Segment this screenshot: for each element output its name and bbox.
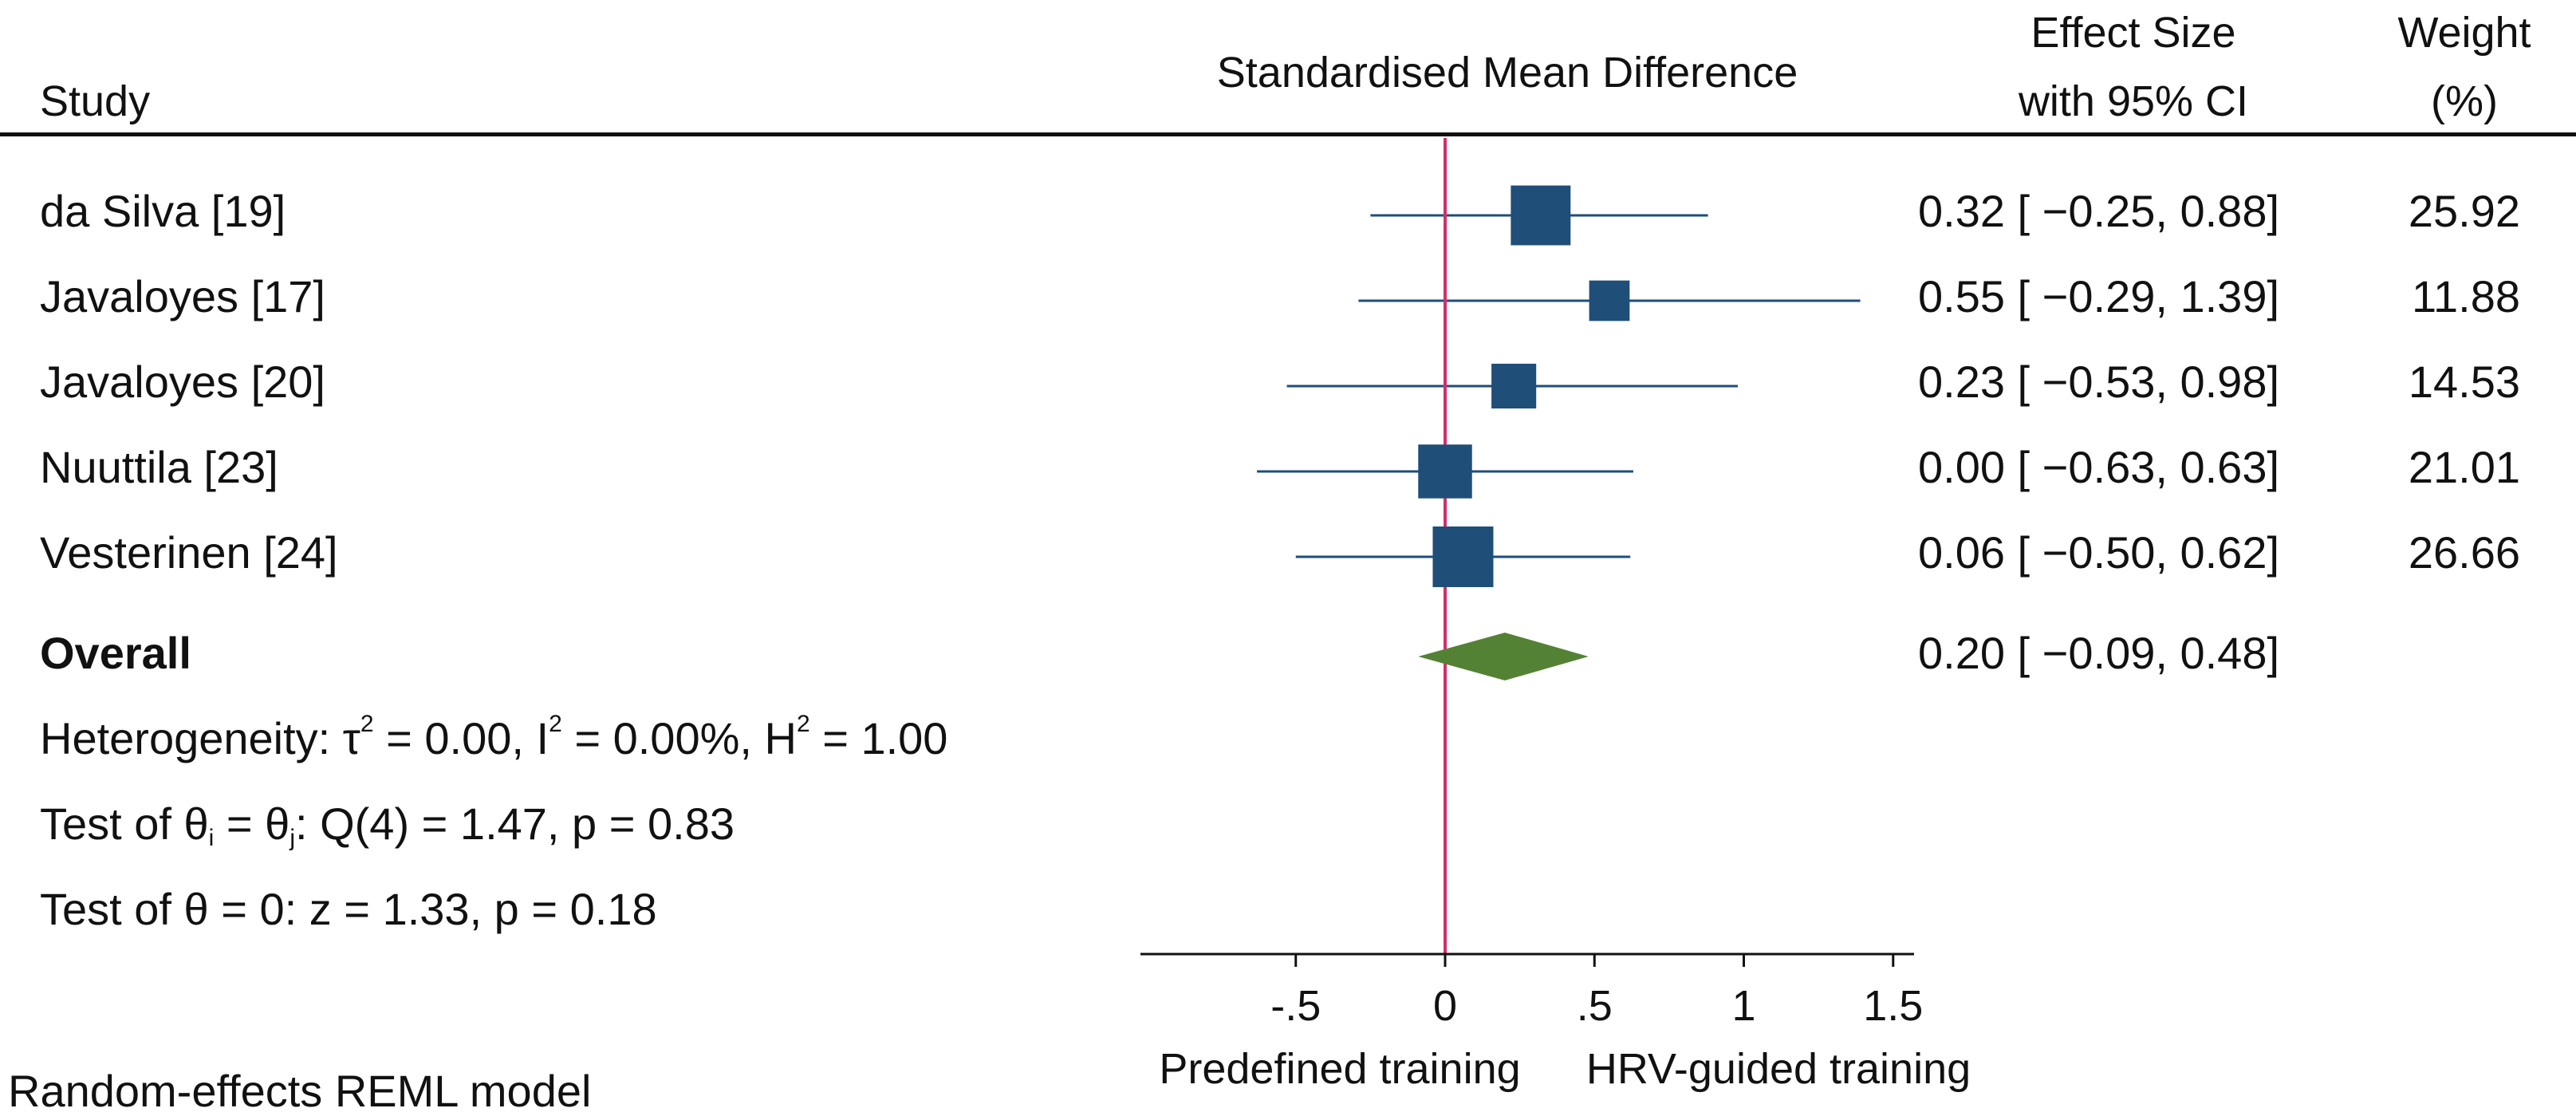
study-name: Javaloyes [17] [40, 271, 325, 321]
theta-i-sub: i [208, 825, 215, 851]
h-squared-sup: 2 [796, 711, 810, 737]
homogeneity-test: Test of θi = θj: Q(4) = 1.47, p = 0.83 [40, 799, 735, 850]
study-ci-text: 0.00 [ −0.63, 0.63] [1918, 442, 2280, 492]
het-end: = 1.00 [809, 713, 948, 763]
study-weight: 11.88 [2412, 271, 2520, 321]
x-axis-tick-label: 1 [1731, 982, 1756, 1030]
weight-header-line2: (%) [2431, 77, 2498, 125]
test1-end: : Q(4) = 1.47, p = 0.83 [294, 799, 735, 849]
effect-header-line2: with 95% CI [2018, 77, 2249, 125]
het-mid1: = 0.00, I [373, 713, 549, 763]
x-axis-tick-label: 1.5 [1863, 982, 1924, 1030]
study-effect-marker [1432, 526, 1494, 587]
study-weight: 14.53 [2408, 357, 2520, 407]
het-mid2: = 0.00%, H [561, 713, 797, 763]
tau-squared-sup: 2 [360, 711, 374, 737]
study-ci-text: 0.55 [ −0.29, 1.39] [1918, 271, 2280, 321]
study-ci-text: 0.32 [ −0.25, 0.88] [1918, 186, 2280, 236]
i-squared-sup: 2 [549, 711, 562, 737]
x-axis-tick-label: -.5 [1270, 982, 1321, 1030]
overall-effect-test: Test of θ = 0: z = 1.33, p = 0.18 [40, 884, 657, 934]
overall-ci-text: 0.20 [ −0.09, 0.48] [1918, 628, 2280, 678]
plot-header: Standardised Mean Difference [1216, 49, 1798, 97]
test1-mid: = θ [214, 799, 290, 849]
study-effect-marker [1589, 280, 1630, 321]
overall-diamond [1418, 633, 1589, 680]
overall-label: Overall [40, 628, 191, 678]
header-rule [0, 132, 2576, 136]
study-ci-text: 0.06 [ −0.50, 0.62] [1918, 527, 2280, 578]
study-header: Study [40, 77, 151, 125]
study-weight: 25.92 [2408, 186, 2520, 236]
study-name: da Silva [19] [40, 186, 286, 236]
study-name: Vesterinen [24] [40, 527, 338, 578]
study-name: Javaloyes [20] [40, 357, 325, 407]
study-effect-marker [1491, 363, 1537, 409]
x-axis-tick-label: .5 [1576, 982, 1613, 1030]
x-axis-left-label: Predefined training [1159, 1045, 1521, 1093]
weight-header-line1: Weight [2397, 9, 2531, 57]
model-footnote: Random-effects REML model [8, 1066, 592, 1116]
theta-j-sub: j [290, 825, 295, 851]
study-weight: 21.01 [2408, 442, 2520, 492]
effect-header-line1: Effect Size [2030, 9, 2236, 57]
study-effect-marker [1511, 185, 1571, 246]
study-name: Nuuttila [23] [40, 442, 278, 492]
study-effect-marker [1418, 444, 1472, 499]
study-ci-text: 0.23 [ −0.53, 0.98] [1918, 357, 2280, 407]
test1-prefix: Test of θ [40, 799, 209, 849]
study-weight: 26.66 [2408, 527, 2520, 578]
x-axis-tick-label: 0 [1432, 982, 1458, 1030]
het-prefix: Heterogeneity: τ [40, 713, 360, 763]
x-axis-right-label: HRV-guided training [1585, 1045, 1971, 1093]
heterogeneity-stats: Heterogeneity: τ2 = 0.00, I2 = 0.00%, H2… [40, 712, 948, 763]
